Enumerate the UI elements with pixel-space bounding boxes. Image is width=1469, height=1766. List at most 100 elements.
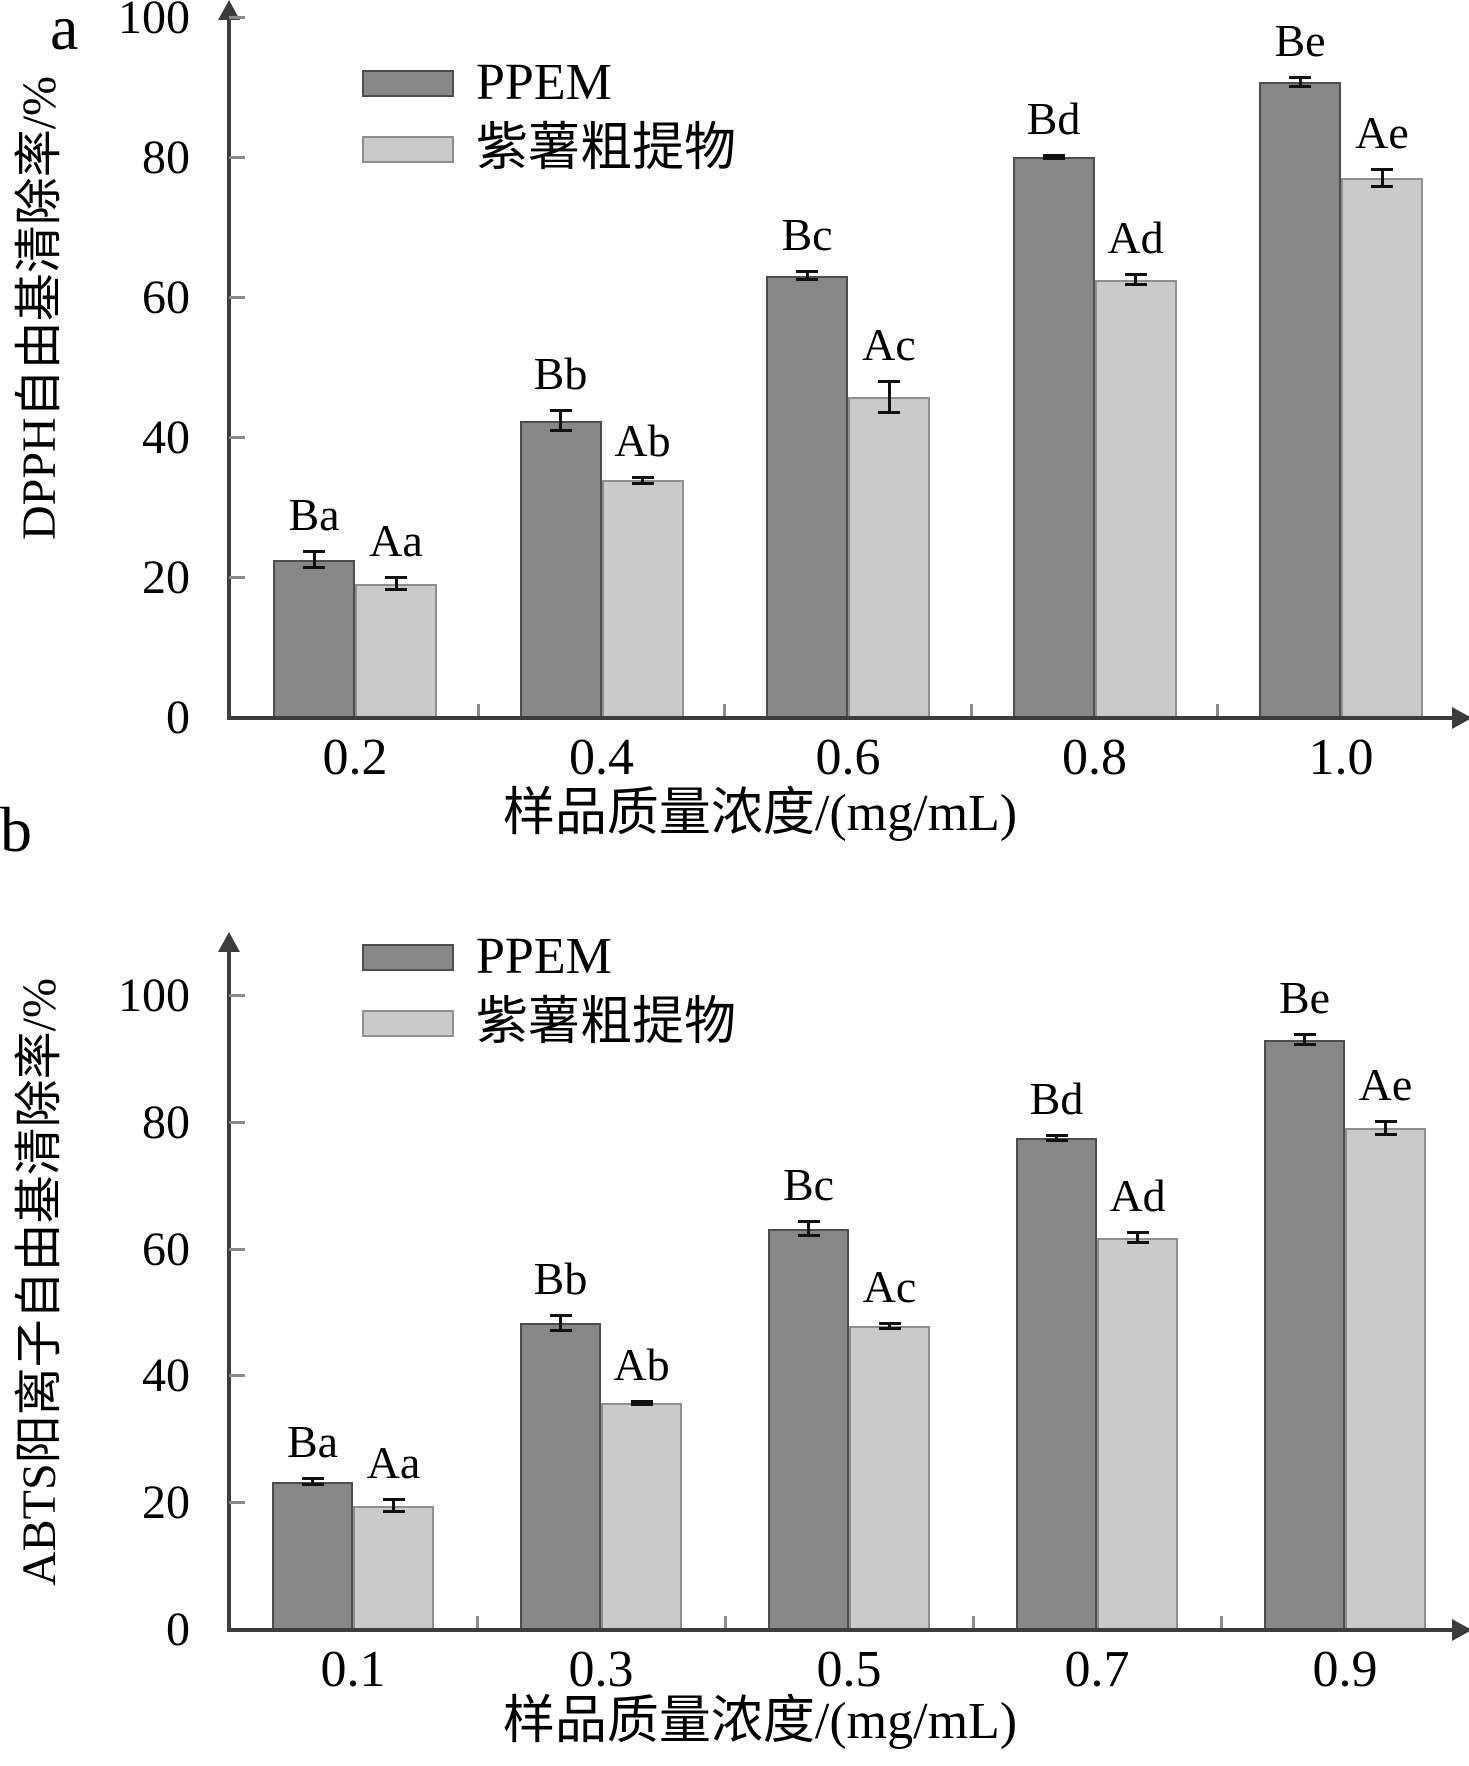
y-axis-arrow-icon xyxy=(218,0,240,20)
error-bar-line xyxy=(394,577,398,590)
error-bar-line xyxy=(1380,168,1384,187)
significance-label: Ae xyxy=(1358,1058,1413,1110)
legend-swatch-crude-extract xyxy=(362,1009,454,1037)
error-bar-cap xyxy=(301,1482,324,1486)
error-bar-cap xyxy=(1045,1138,1068,1142)
error-bar-cap xyxy=(382,1498,405,1502)
error-bar-cap xyxy=(1124,283,1147,287)
panel-a-x-axis-title: 样品质量浓度/(mg/mL) xyxy=(502,785,1018,842)
error-bar-cap xyxy=(631,481,654,485)
error-bar-cap xyxy=(1042,153,1065,157)
error-bar-line xyxy=(1134,274,1137,286)
y-tick-label: 20 xyxy=(142,551,190,604)
x-axis-arrow-icon xyxy=(1452,1619,1469,1641)
x-axis-line xyxy=(227,716,1452,720)
significance-label: Bc xyxy=(782,1159,835,1211)
y-tick xyxy=(229,576,245,579)
bar-ppem xyxy=(1264,1039,1345,1628)
y-axis-arrow-icon xyxy=(218,932,240,952)
error-bar-cap xyxy=(797,1234,820,1238)
y-tick-label: 20 xyxy=(142,1476,190,1530)
legend-row-ppem: PPEM xyxy=(362,924,736,990)
legend-label-ppem: PPEM xyxy=(476,54,612,111)
significance-label: Bb xyxy=(533,1252,588,1304)
error-bar-line xyxy=(1136,1232,1139,1243)
error-bar-cap xyxy=(1126,1231,1149,1235)
x-tick-label: 0.2 xyxy=(322,729,388,786)
bar-ppem xyxy=(1012,156,1095,716)
x-tick xyxy=(476,704,480,716)
x-tick xyxy=(475,1616,479,1628)
y-tick-label: 0 xyxy=(166,691,190,744)
error-bar-line xyxy=(805,271,809,280)
significance-label: Ad xyxy=(1107,212,1164,264)
error-bar-cap xyxy=(385,576,407,580)
error-bar-cap xyxy=(878,1321,901,1325)
error-bar-cap xyxy=(549,409,572,412)
error-bar-cap xyxy=(1045,1134,1068,1138)
x-tick xyxy=(971,1616,975,1628)
error-bar-cap xyxy=(796,270,818,274)
error-bar-cap xyxy=(1374,1132,1397,1136)
error-bar-line xyxy=(1052,154,1055,159)
error-bar-cap xyxy=(1126,1240,1149,1244)
x-tick xyxy=(1219,1616,1223,1628)
legend-row-ppem: PPEM xyxy=(362,50,736,116)
panel-b-label: b xyxy=(0,794,32,865)
error-bar-cap xyxy=(1293,1043,1316,1047)
y-tick xyxy=(229,1501,245,1505)
error-bar-line xyxy=(887,380,891,413)
error-bar-cap xyxy=(303,566,325,570)
significance-label: Ae xyxy=(1355,106,1409,158)
legend-swatch-ppem xyxy=(362,943,454,971)
bar-crude-extract xyxy=(353,1505,434,1628)
x-tick xyxy=(1216,704,1220,716)
error-bar-cap xyxy=(878,1326,901,1330)
bar-ppem xyxy=(1016,1138,1097,1628)
significance-label: Ad xyxy=(1109,1170,1166,1222)
panel-a-label: a xyxy=(50,0,79,63)
significance-label: Ac xyxy=(862,1260,917,1312)
y-tick xyxy=(229,156,245,159)
x-tick-label: 0.4 xyxy=(569,729,634,786)
x-axis-line xyxy=(227,1628,1452,1632)
y-tick xyxy=(229,1120,245,1124)
significance-label: Ba xyxy=(288,489,340,541)
significance-label: Bc xyxy=(781,209,833,261)
x-tick-label: 0.9 xyxy=(1312,1641,1378,1698)
bar-crude-extract xyxy=(849,1325,930,1628)
y-tick-label: 80 xyxy=(142,1095,190,1149)
y-tick-label: 80 xyxy=(142,131,190,184)
y-tick-label: 0 xyxy=(166,1603,190,1656)
panel-b-x-axis-title: 样品质量浓度/(mg/mL) xyxy=(502,1693,1018,1750)
error-bar-line xyxy=(641,476,644,484)
error-bar-cap xyxy=(796,277,818,281)
error-bar-line xyxy=(1298,76,1302,87)
significance-label: Bd xyxy=(1026,92,1081,144)
y-tick xyxy=(229,1247,245,1251)
x-tick-label: 0.8 xyxy=(1062,729,1127,786)
error-bar-line xyxy=(559,1314,562,1332)
bar-crude-extract xyxy=(848,396,930,716)
y-tick-label: 60 xyxy=(142,271,190,324)
bar-ppem xyxy=(273,559,355,716)
error-bar-line xyxy=(559,410,562,431)
legend-swatch-crude-extract xyxy=(362,135,454,163)
x-tick-label: 0.3 xyxy=(568,1641,634,1698)
significance-label: Ba xyxy=(286,1416,339,1468)
error-bar-cap xyxy=(303,550,325,554)
bar-ppem xyxy=(519,420,602,716)
legend-label-ppem: PPEM xyxy=(476,928,612,985)
error-bar-line xyxy=(1384,1120,1387,1135)
bar-ppem xyxy=(272,1481,353,1628)
error-bar-line xyxy=(312,551,316,569)
error-bar-cap xyxy=(878,410,900,414)
legend-swatch-ppem xyxy=(362,69,454,97)
error-bar-line xyxy=(1303,1034,1306,1046)
error-bar-line xyxy=(1055,1135,1058,1141)
error-bar-cap xyxy=(382,1510,405,1514)
bar-ppem xyxy=(768,1228,849,1628)
